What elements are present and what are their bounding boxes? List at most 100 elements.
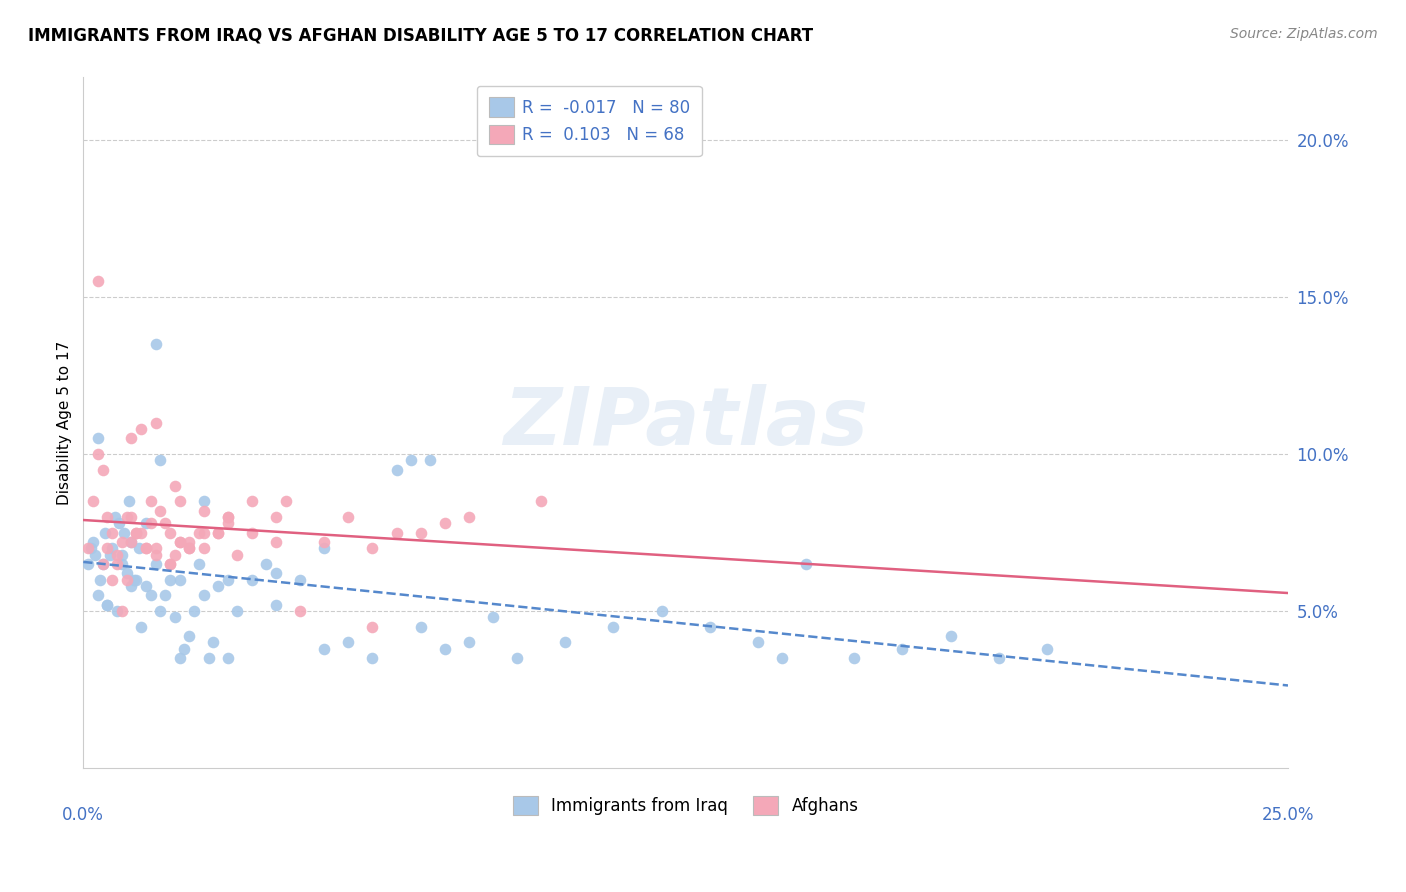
Point <box>87 275 110 289</box>
Point <box>94 525 117 540</box>
Point <box>135 541 157 556</box>
Point <box>111 535 134 549</box>
Point <box>385 525 408 540</box>
Point <box>169 651 191 665</box>
Point <box>264 566 287 581</box>
Point <box>169 535 191 549</box>
Y-axis label: Disability Age 5 to 17: Disability Age 5 to 17 <box>58 341 72 505</box>
Point <box>145 557 167 571</box>
Point <box>207 525 229 540</box>
Point <box>217 509 239 524</box>
Point <box>159 573 181 587</box>
Point <box>264 535 287 549</box>
Point <box>240 494 263 508</box>
Point <box>159 557 181 571</box>
Point <box>128 541 150 556</box>
Point <box>433 641 456 656</box>
Point <box>82 494 104 508</box>
Point <box>159 557 181 571</box>
Point <box>264 598 287 612</box>
Point <box>193 588 215 602</box>
Point <box>457 635 479 649</box>
Point <box>254 557 277 571</box>
Point <box>149 453 172 467</box>
Point <box>105 557 128 571</box>
Point <box>288 604 311 618</box>
Point <box>409 525 432 540</box>
Point <box>457 509 479 524</box>
Point <box>89 573 111 587</box>
Point <box>129 620 152 634</box>
Point <box>173 641 195 656</box>
Point <box>217 509 239 524</box>
Point <box>155 516 177 531</box>
Point <box>169 494 191 508</box>
Point <box>121 432 143 446</box>
Point <box>111 548 134 562</box>
Point <box>240 525 263 540</box>
Point <box>145 337 167 351</box>
Point <box>79 541 101 556</box>
Point <box>125 525 148 540</box>
Point <box>217 516 239 531</box>
Point <box>112 525 135 540</box>
Point <box>96 541 118 556</box>
Point <box>84 548 107 562</box>
Point <box>101 541 124 556</box>
Point <box>101 525 124 540</box>
Point <box>108 516 131 531</box>
Point <box>139 494 162 508</box>
Point <box>91 557 114 571</box>
Point <box>187 525 209 540</box>
Point <box>274 494 297 508</box>
Point <box>125 525 148 540</box>
Point <box>122 573 145 587</box>
Point <box>602 620 624 634</box>
Point <box>226 548 249 562</box>
Point <box>96 598 118 612</box>
Point <box>104 509 127 524</box>
Point <box>163 610 186 624</box>
Point <box>155 588 177 602</box>
Point <box>87 432 110 446</box>
Point <box>125 573 148 587</box>
Point <box>240 573 263 587</box>
Point <box>111 604 134 618</box>
Point <box>399 453 422 467</box>
Point <box>149 503 172 517</box>
Legend: Immigrants from Iraq, Afghans: Immigrants from Iraq, Afghans <box>506 789 865 822</box>
Point <box>987 651 1010 665</box>
Point <box>419 453 441 467</box>
Point <box>98 548 121 562</box>
Point <box>91 557 114 571</box>
Point <box>77 557 100 571</box>
Point <box>314 535 336 549</box>
Point <box>135 579 157 593</box>
Point <box>115 509 138 524</box>
Point <box>385 463 408 477</box>
Point <box>939 629 962 643</box>
Point <box>111 557 134 571</box>
Point <box>145 416 167 430</box>
Text: IMMIGRANTS FROM IRAQ VS AFGHAN DISABILITY AGE 5 TO 17 CORRELATION CHART: IMMIGRANTS FROM IRAQ VS AFGHAN DISABILIT… <box>28 27 813 45</box>
Point <box>159 525 181 540</box>
Point <box>361 651 384 665</box>
Point <box>149 604 172 618</box>
Point <box>770 651 793 665</box>
Point <box>105 548 128 562</box>
Point <box>226 604 249 618</box>
Point <box>217 573 239 587</box>
Point <box>118 494 141 508</box>
Text: ZIPatlas: ZIPatlas <box>503 384 868 462</box>
Text: 25.0%: 25.0% <box>1261 805 1315 823</box>
Point <box>115 573 138 587</box>
Point <box>506 651 529 665</box>
Point <box>433 516 456 531</box>
Point <box>314 641 336 656</box>
Point <box>96 509 118 524</box>
Text: Source: ZipAtlas.com: Source: ZipAtlas.com <box>1230 27 1378 41</box>
Point <box>121 535 143 549</box>
Point <box>179 541 201 556</box>
Point <box>651 604 673 618</box>
Point <box>844 651 866 665</box>
